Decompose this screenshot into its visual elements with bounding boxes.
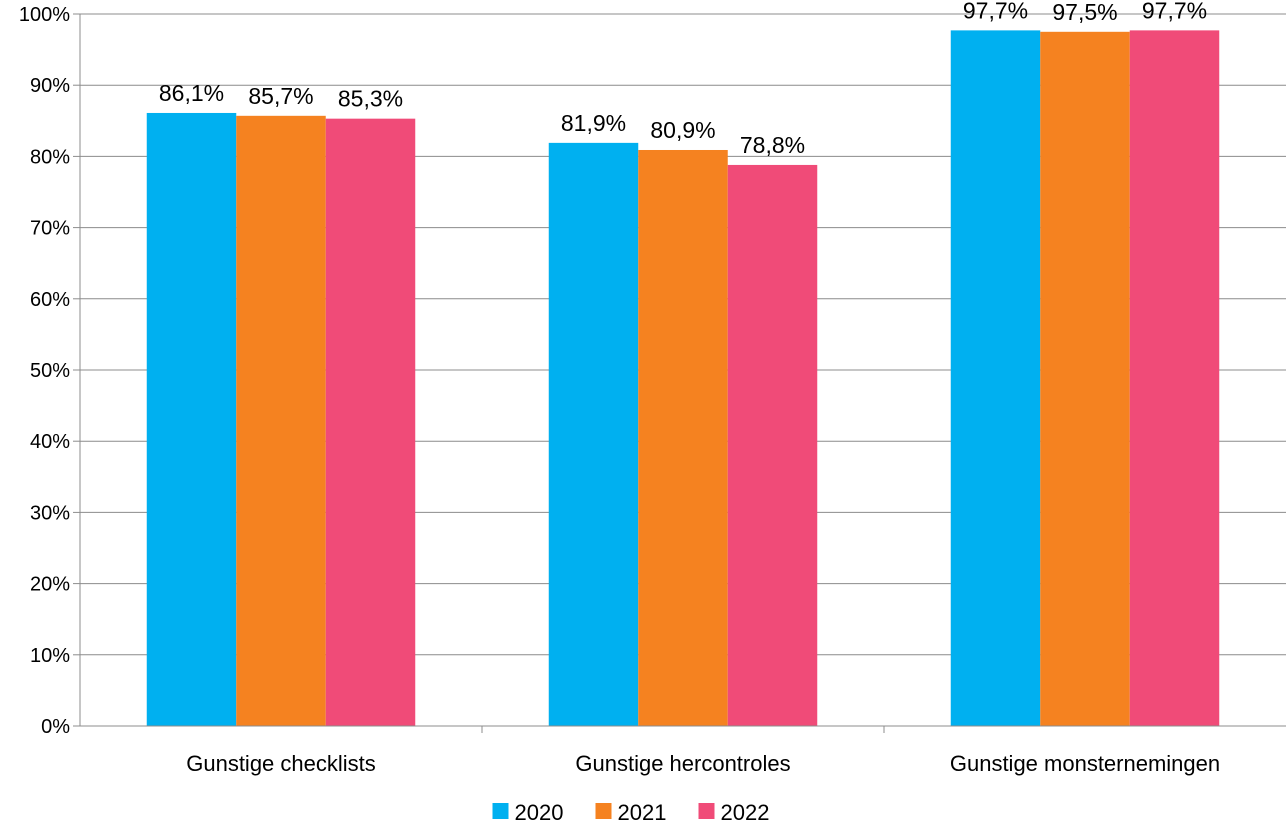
data-labels: 86,1% 85,7% 85,3% 81,9% 80,9% 78,8% 97,7% 97,5%… bbox=[159, 0, 1207, 158]
y-tick-label: 80% bbox=[30, 146, 70, 168]
data-label: 97,5% bbox=[1052, 0, 1117, 25]
y-tick-label: 40% bbox=[30, 431, 70, 453]
bar-2021-3 bbox=[1040, 31, 1130, 727]
y-tick-label: 100% bbox=[19, 4, 70, 26]
bars bbox=[146, 30, 1220, 727]
x-category-label: Gunstige hercontroles bbox=[575, 751, 790, 776]
bar-2022-3 bbox=[1129, 30, 1220, 727]
y-tick-label: 90% bbox=[30, 75, 70, 97]
bar-2021-2 bbox=[638, 149, 728, 726]
axes: 0% 10% 20% 30% 40% 50% 60% 70% 80% 90% 100% Gunstig… bbox=[19, 4, 1286, 776]
bar-2020-1 bbox=[146, 112, 237, 726]
data-label: 97,7% bbox=[963, 0, 1028, 23]
bar-2020-3 bbox=[950, 30, 1041, 727]
y-tick-label: 20% bbox=[30, 574, 70, 596]
y-tick-label: 60% bbox=[30, 289, 70, 311]
y-tick-label: 10% bbox=[30, 645, 70, 667]
data-label: 85,3% bbox=[338, 86, 403, 112]
y-tick-label: 70% bbox=[30, 218, 70, 240]
data-label: 78,8% bbox=[740, 132, 805, 158]
y-tick-label: 0% bbox=[41, 716, 70, 738]
data-label: 86,1% bbox=[159, 80, 224, 106]
y-tick-label: 30% bbox=[30, 502, 70, 524]
legend-swatch-2020 bbox=[492, 803, 509, 819]
bar-2022-1 bbox=[325, 118, 416, 726]
legend-swatch-2022 bbox=[698, 803, 715, 819]
legend-label-2021: 2021 bbox=[618, 800, 667, 825]
y-tick-label: 50% bbox=[30, 360, 70, 382]
bar-2021-1 bbox=[236, 115, 326, 727]
x-category-label: Gunstige checklists bbox=[186, 751, 376, 776]
legend: 2020 2021 2022 bbox=[492, 800, 770, 825]
data-label: 81,9% bbox=[561, 110, 626, 136]
data-label: 97,7% bbox=[1142, 0, 1207, 23]
x-category-label: Gunstige monsternemingen bbox=[950, 751, 1220, 776]
data-label: 85,7% bbox=[248, 83, 313, 109]
legend-label-2020: 2020 bbox=[515, 800, 564, 825]
bar-2020-2 bbox=[548, 142, 639, 726]
legend-label-2022: 2022 bbox=[721, 800, 770, 825]
data-label: 80,9% bbox=[650, 117, 715, 143]
bar-2022-2 bbox=[727, 164, 818, 727]
legend-swatch-2021 bbox=[595, 803, 612, 819]
